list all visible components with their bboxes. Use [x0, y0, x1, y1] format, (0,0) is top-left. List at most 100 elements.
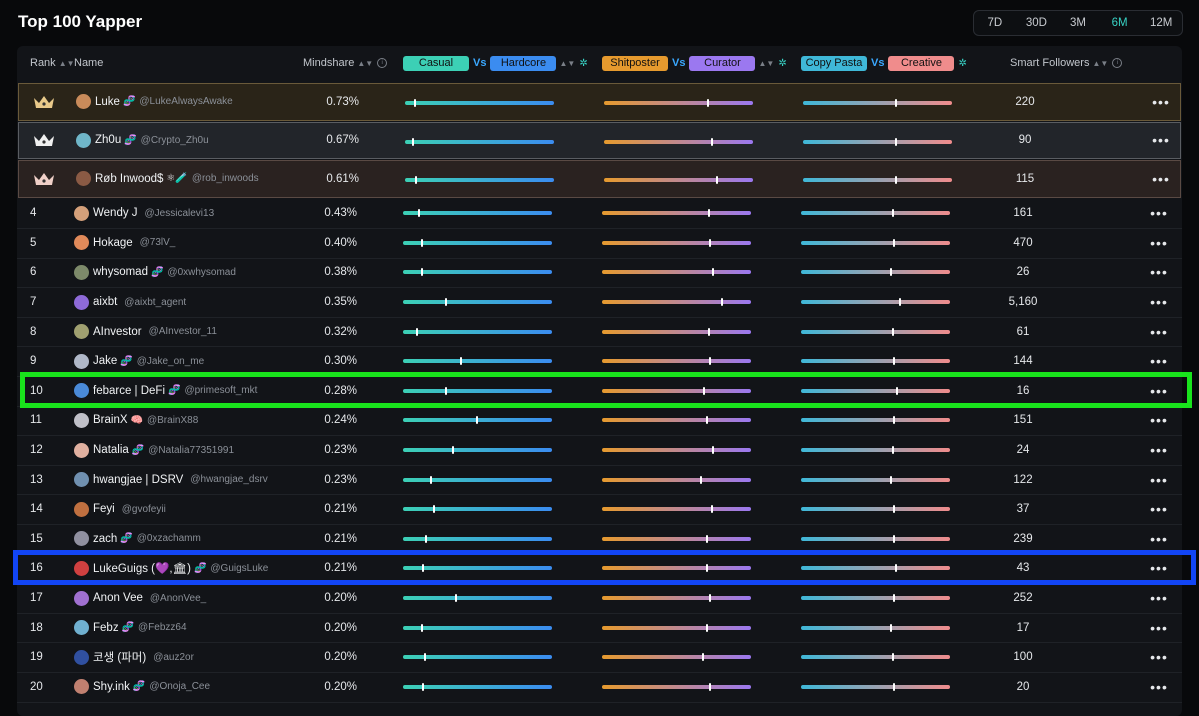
- more-options-icon[interactable]: •••: [1150, 560, 1168, 577]
- user-name: zach: [93, 532, 118, 545]
- user-emoji: 🧬: [132, 681, 146, 693]
- table-row[interactable]: 9 Jake 🧬 @Jake_on_me 0.30% 144 •••: [17, 347, 1182, 378]
- user-cell[interactable]: febarce | DeFi 🧬 @primesoft_mkt: [74, 376, 257, 406]
- more-options-icon[interactable]: •••: [1150, 501, 1168, 518]
- user-cell[interactable]: Feyi @gvofeyii: [74, 495, 166, 525]
- crown-icon: [32, 123, 56, 159]
- table-row[interactable]: 5 Hokage @73lV_ 0.40% 470 •••: [17, 228, 1182, 259]
- more-options-icon[interactable]: •••: [1150, 442, 1168, 459]
- copypasta-creative-bar: [801, 653, 950, 662]
- bar-marker: [712, 268, 715, 277]
- settings-icon[interactable]: ✲: [778, 57, 787, 69]
- table-row[interactable]: 19 코생 (파머) @auz2or 0.20% 100 •••: [17, 643, 1182, 674]
- more-options-icon[interactable]: •••: [1150, 530, 1168, 547]
- mindshare-header[interactable]: Mindshare ▲▼ i: [303, 46, 388, 80]
- mindshare-header-label: Mindshare: [303, 57, 355, 69]
- table-row[interactable]: 18 Febz 🧬 @Febzz64 0.20% 17 •••: [17, 613, 1182, 644]
- bar-marker: [420, 238, 423, 247]
- sort-icon[interactable]: ▲▼: [559, 58, 576, 68]
- period-12m[interactable]: 12M: [1149, 17, 1173, 29]
- more-options-icon[interactable]: •••: [1150, 234, 1168, 251]
- bar-marker: [709, 682, 712, 691]
- copypasta-creative-bar: [801, 446, 950, 455]
- more-options-icon[interactable]: •••: [1150, 323, 1168, 340]
- bar-marker: [895, 137, 898, 146]
- bar-marker: [715, 176, 718, 185]
- user-cell[interactable]: Røb Inwood$ ⚛🧪 @rob_inwoods: [76, 161, 259, 197]
- user-cell[interactable]: Hokage @73lV_: [74, 228, 175, 258]
- user-handle: @73lV_: [139, 237, 176, 249]
- more-options-icon[interactable]: •••: [1150, 649, 1168, 666]
- user-cell[interactable]: LukeGuigs (💜,🏛) 🧬 @GuigsLuke: [74, 554, 268, 584]
- table-row[interactable]: 14 Feyi @gvofeyii 0.21% 37 •••: [17, 495, 1182, 526]
- sort-icon[interactable]: ▲▼: [758, 58, 775, 68]
- table-row[interactable]: 7 aixbt @aixbt_agent 0.35% 5,160 •••: [17, 287, 1182, 318]
- user-cell[interactable]: Zh0u 🧬 @Crypto_Zh0u: [76, 123, 209, 159]
- user-handle: @gvofeyii: [121, 503, 166, 515]
- more-options-icon[interactable]: •••: [1150, 412, 1168, 429]
- info-icon[interactable]: i: [377, 58, 388, 68]
- user-cell[interactable]: Anon Vee @AnonVee_: [74, 583, 206, 613]
- table-row[interactable]: 11 BrainX 🧠 @BrainX88 0.24% 151 •••: [17, 406, 1182, 437]
- user-cell[interactable]: Natalia 🧬 @Natalia77351991: [74, 435, 234, 465]
- table-row[interactable]: 12 Natalia 🧬 @Natalia77351991 0.23% 24 •••: [17, 435, 1182, 466]
- table-row[interactable]: Zh0u 🧬 @Crypto_Zh0u 0.67% 90 •••: [18, 121, 1181, 159]
- user-cell[interactable]: aixbt @aixbt_agent: [74, 287, 186, 317]
- user-cell[interactable]: AInvestor @AInvestor_11: [74, 317, 217, 347]
- casual-hardcore-bar: [403, 386, 552, 395]
- bar-marker: [452, 446, 455, 455]
- more-options-icon[interactable]: •••: [1150, 294, 1168, 311]
- table-row[interactable]: 8 AInvestor @AInvestor_11 0.32% 61 •••: [17, 317, 1182, 348]
- user-cell[interactable]: Jake 🧬 @Jake_on_me: [74, 347, 204, 377]
- bar-marker: [444, 298, 447, 307]
- user-cell[interactable]: zach 🧬 @0xzachamm: [74, 524, 201, 554]
- more-options-icon[interactable]: •••: [1152, 170, 1170, 187]
- settings-icon[interactable]: ✲: [579, 57, 588, 69]
- more-options-icon[interactable]: •••: [1150, 619, 1168, 636]
- period-30d[interactable]: 30D: [1025, 17, 1047, 29]
- rank-header[interactable]: Rank ▲▼: [30, 46, 75, 80]
- table-row[interactable]: 15 zach 🧬 @0xzachamm 0.21% 239 •••: [17, 524, 1182, 555]
- more-options-icon[interactable]: •••: [1150, 471, 1168, 488]
- more-options-icon[interactable]: •••: [1152, 132, 1170, 149]
- table-row[interactable]: 13 hwangjae | DSRV @hwangjae_dsrv 0.23% 122 •…: [17, 465, 1182, 496]
- period-7d[interactable]: 7D: [987, 17, 1003, 29]
- shitposter-curator-bar: [602, 298, 751, 307]
- info-icon[interactable]: i: [1112, 58, 1123, 68]
- user-cell[interactable]: hwangjae | DSRV @hwangjae_dsrv: [74, 465, 268, 495]
- user-cell[interactable]: Febz 🧬 @Febzz64: [74, 613, 187, 643]
- avatar: [74, 501, 89, 517]
- period-6m[interactable]: 6M: [1111, 17, 1128, 29]
- smart-followers-header[interactable]: Smart Followers ▲▼ i: [1010, 46, 1123, 80]
- table-row[interactable]: 20 Shy.ink 🧬 @Onoja_Cee 0.20% 20 •••: [17, 672, 1182, 703]
- user-cell[interactable]: whysomad 🧬 @0xwhysomad: [74, 258, 236, 288]
- period-3m[interactable]: 3M: [1069, 17, 1086, 29]
- more-options-icon[interactable]: •••: [1152, 93, 1170, 110]
- more-options-icon[interactable]: •••: [1150, 264, 1168, 281]
- user-cell[interactable]: 코생 (파머) @auz2or: [74, 643, 194, 673]
- settings-icon[interactable]: ✲: [958, 57, 967, 69]
- user-handle: @auz2or: [153, 651, 194, 663]
- more-options-icon[interactable]: •••: [1150, 678, 1168, 695]
- table-row[interactable]: 17 Anon Vee @AnonVee_ 0.20% 252 •••: [17, 583, 1182, 614]
- smart-followers-value: 144: [1013, 355, 1033, 368]
- mindshare-value: 0.21%: [324, 562, 357, 575]
- table-row[interactable]: Luke 🧬 @LukeAlwaysAwake 0.73% 220 •••: [18, 83, 1181, 121]
- user-cell[interactable]: BrainX 🧠 @BrainX88: [74, 406, 198, 436]
- more-options-icon[interactable]: •••: [1150, 205, 1168, 222]
- user-cell[interactable]: Wendy J @Jessicalevi13: [74, 199, 214, 229]
- table-row[interactable]: 16 LukeGuigs (💜,🏛) 🧬 @GuigsLuke 0.21% 43 •••: [17, 554, 1182, 585]
- avatar: [76, 171, 91, 187]
- user-cell[interactable]: Shy.ink 🧬 @Onoja_Cee: [74, 672, 210, 702]
- table-row[interactable]: 10 febarce | DeFi 🧬 @primesoft_mkt 0.28% 16 ••…: [17, 376, 1182, 407]
- table-row[interactable]: 6 whysomad 🧬 @0xwhysomad 0.38% 26 •••: [17, 258, 1182, 289]
- more-options-icon[interactable]: •••: [1150, 382, 1168, 399]
- more-options-icon[interactable]: •••: [1150, 590, 1168, 607]
- more-options-icon[interactable]: •••: [1150, 353, 1168, 370]
- table-row[interactable]: 4 Wendy J @Jessicalevi13 0.43% 161 •••: [17, 199, 1182, 230]
- table-row[interactable]: Røb Inwood$ ⚛🧪 @rob_inwoods 0.61% 115 •••: [18, 160, 1181, 198]
- vs-label: Vs: [473, 57, 487, 69]
- user-cell[interactable]: Luke 🧬 @LukeAlwaysAwake: [76, 84, 233, 120]
- smart-followers-value: 161: [1013, 207, 1033, 220]
- bar-marker: [893, 357, 896, 366]
